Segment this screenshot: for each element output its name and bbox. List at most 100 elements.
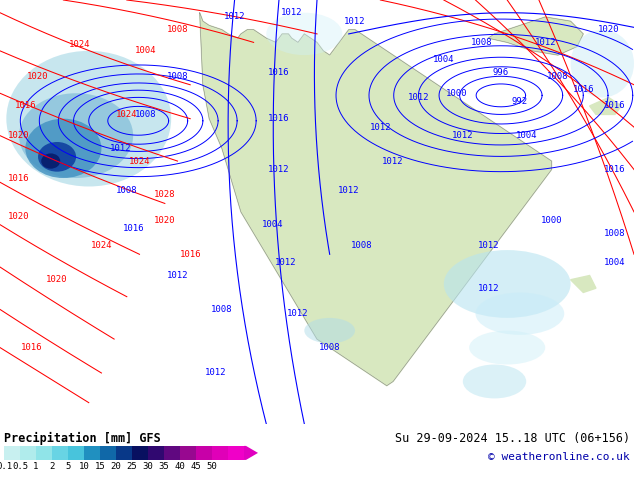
Text: 1008: 1008 bbox=[471, 38, 493, 47]
Text: 30: 30 bbox=[143, 462, 153, 471]
Text: 1008: 1008 bbox=[547, 72, 569, 81]
Text: 1024: 1024 bbox=[68, 40, 90, 49]
Text: 1008: 1008 bbox=[116, 186, 138, 195]
Text: 1028: 1028 bbox=[154, 191, 176, 199]
Text: 1020: 1020 bbox=[46, 275, 68, 284]
Text: 1016: 1016 bbox=[15, 101, 36, 110]
Polygon shape bbox=[571, 275, 596, 293]
Ellipse shape bbox=[304, 318, 355, 343]
Bar bbox=[52, 446, 68, 460]
Text: 1016: 1016 bbox=[604, 165, 626, 174]
Ellipse shape bbox=[19, 93, 133, 178]
Text: 1012: 1012 bbox=[408, 93, 429, 102]
Text: 1004: 1004 bbox=[433, 55, 455, 64]
Text: 1008: 1008 bbox=[167, 25, 188, 34]
Text: 1012: 1012 bbox=[167, 271, 188, 280]
Bar bbox=[164, 446, 180, 460]
Text: 1020: 1020 bbox=[154, 216, 176, 225]
Text: 5: 5 bbox=[65, 462, 70, 471]
Bar bbox=[132, 446, 148, 460]
Text: 1016: 1016 bbox=[8, 173, 30, 182]
Text: 1020: 1020 bbox=[598, 25, 619, 34]
Bar bbox=[116, 446, 132, 460]
Text: 1020: 1020 bbox=[8, 131, 30, 140]
Text: 1024: 1024 bbox=[116, 110, 138, 119]
Bar bbox=[180, 446, 196, 460]
Text: 1016: 1016 bbox=[573, 84, 594, 94]
Text: 1012: 1012 bbox=[110, 144, 131, 153]
Text: 1008: 1008 bbox=[135, 110, 157, 119]
Bar bbox=[212, 446, 228, 460]
FancyArrow shape bbox=[244, 446, 258, 460]
Bar bbox=[228, 446, 244, 460]
Text: 996: 996 bbox=[493, 68, 509, 76]
Text: 45: 45 bbox=[191, 462, 202, 471]
Text: 1016: 1016 bbox=[604, 101, 626, 110]
Text: 1012: 1012 bbox=[287, 309, 309, 318]
Ellipse shape bbox=[266, 13, 342, 55]
Ellipse shape bbox=[25, 119, 101, 178]
Text: © weatheronline.co.uk: © weatheronline.co.uk bbox=[488, 452, 630, 462]
Text: 1008: 1008 bbox=[211, 305, 233, 314]
Text: 1020: 1020 bbox=[27, 72, 49, 81]
Bar bbox=[100, 446, 116, 460]
Bar bbox=[148, 446, 164, 460]
Ellipse shape bbox=[41, 153, 60, 169]
Text: 1012: 1012 bbox=[275, 258, 296, 267]
Text: 1008: 1008 bbox=[351, 242, 372, 250]
Bar bbox=[196, 446, 212, 460]
Text: 2: 2 bbox=[49, 462, 55, 471]
Polygon shape bbox=[488, 17, 583, 55]
Text: 1016: 1016 bbox=[268, 68, 290, 76]
Text: 0.1: 0.1 bbox=[0, 462, 12, 471]
Text: 1000: 1000 bbox=[446, 89, 467, 98]
Text: 25: 25 bbox=[127, 462, 138, 471]
Text: 1004: 1004 bbox=[515, 131, 537, 140]
Text: 40: 40 bbox=[174, 462, 185, 471]
Text: 1004: 1004 bbox=[135, 47, 157, 55]
Ellipse shape bbox=[476, 293, 564, 335]
Bar bbox=[68, 446, 84, 460]
Text: 1000: 1000 bbox=[541, 216, 562, 225]
Text: 1012: 1012 bbox=[452, 131, 474, 140]
Text: 1016: 1016 bbox=[268, 114, 290, 123]
Text: 1024: 1024 bbox=[129, 157, 150, 166]
Text: 992: 992 bbox=[512, 97, 528, 106]
Text: 1020: 1020 bbox=[8, 212, 30, 220]
Text: 1012: 1012 bbox=[477, 284, 499, 293]
Text: 1004: 1004 bbox=[604, 258, 626, 267]
Text: 1016: 1016 bbox=[21, 343, 42, 352]
Text: 1012: 1012 bbox=[338, 186, 359, 195]
Bar bbox=[20, 446, 36, 460]
Bar bbox=[4, 446, 20, 460]
Text: 20: 20 bbox=[110, 462, 121, 471]
Text: 1024: 1024 bbox=[91, 242, 112, 250]
Ellipse shape bbox=[6, 51, 171, 187]
Text: 35: 35 bbox=[158, 462, 169, 471]
Text: 1012: 1012 bbox=[268, 165, 290, 174]
Text: 1012: 1012 bbox=[224, 12, 245, 22]
Bar bbox=[84, 446, 100, 460]
Text: 1012: 1012 bbox=[382, 157, 404, 166]
Ellipse shape bbox=[571, 30, 634, 98]
Text: 1016: 1016 bbox=[179, 250, 201, 259]
Text: 1004: 1004 bbox=[262, 220, 283, 229]
Text: 10: 10 bbox=[79, 462, 89, 471]
Text: 1012: 1012 bbox=[281, 8, 302, 17]
Text: 1008: 1008 bbox=[167, 72, 188, 81]
Text: 1008: 1008 bbox=[604, 229, 626, 238]
Text: 1012: 1012 bbox=[344, 17, 366, 25]
Text: 50: 50 bbox=[207, 462, 217, 471]
Ellipse shape bbox=[469, 331, 545, 365]
Text: 1: 1 bbox=[34, 462, 39, 471]
Text: 1008: 1008 bbox=[319, 343, 340, 352]
Text: 1012: 1012 bbox=[534, 38, 556, 47]
Text: Su 29-09-2024 15..18 UTC (06+156): Su 29-09-2024 15..18 UTC (06+156) bbox=[395, 432, 630, 445]
Text: 15: 15 bbox=[94, 462, 105, 471]
Text: 1012: 1012 bbox=[205, 368, 226, 377]
Ellipse shape bbox=[463, 365, 526, 398]
Bar bbox=[36, 446, 52, 460]
Text: Precipitation [mm] GFS: Precipitation [mm] GFS bbox=[4, 432, 161, 445]
Text: 0.5: 0.5 bbox=[12, 462, 28, 471]
Polygon shape bbox=[590, 98, 621, 115]
